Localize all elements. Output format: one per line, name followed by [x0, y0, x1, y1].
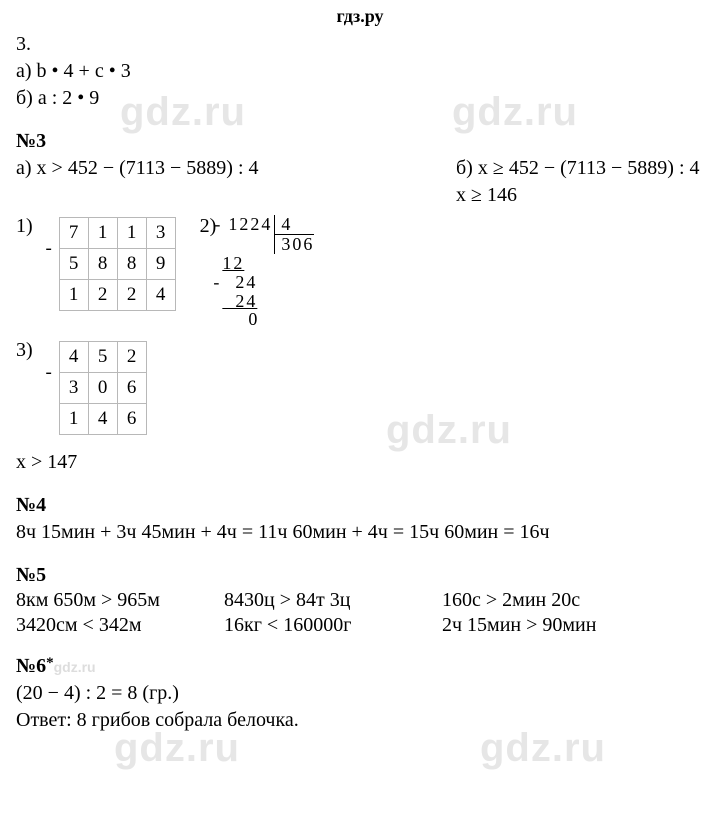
ld-line: 12	[222, 254, 314, 273]
intro-a: а) b • 4 + c • 3	[16, 58, 704, 85]
cell: 2	[117, 342, 146, 373]
subtraction-table-1: - 7 1 1 3 5 8 8 9 1 2	[39, 217, 176, 311]
cell: 3	[146, 218, 175, 249]
ld-line: - 24	[222, 273, 314, 292]
task4-line: 8ч 15мин + 3ч 45мин + 4ч = 11ч 60мин + 4…	[16, 519, 704, 546]
cell: 2	[117, 280, 146, 311]
cmp-cell: 3420см < 342м	[16, 614, 206, 637]
task5-title: №5	[16, 564, 704, 587]
cell: 3	[59, 373, 88, 404]
task6-title: №6*gdz.ru	[16, 655, 704, 678]
task3-b-res: x ≥ 146	[456, 182, 700, 209]
long-division: - 1224 4 306 12 - 24 24 0	[222, 215, 314, 329]
task6-line1: (20 − 4) : 2 = 8 (гр.)	[16, 680, 704, 707]
cell: 2	[88, 280, 117, 311]
cmp-cell: 8430ц > 84т 3ц	[224, 589, 424, 612]
cell: 8	[117, 249, 146, 280]
task3-label3: 3)	[16, 339, 33, 362]
intro-b: б) a : 2 • 9	[16, 85, 704, 112]
cell: 1	[88, 218, 117, 249]
cell: 6	[117, 404, 146, 435]
ld-divisor: 4	[275, 215, 314, 234]
cell: 4	[146, 280, 175, 311]
task3-calc3: 3) - 4 5 2 3 0 6 1 4 6	[16, 339, 704, 435]
cell: 1	[117, 218, 146, 249]
page-title: гдз.ру	[0, 0, 720, 31]
task3-a-expr: а) x > 452 − (7113 − 5889) : 4	[16, 155, 416, 182]
cell: 5	[88, 342, 117, 373]
cell: 4	[59, 342, 88, 373]
small-watermark: gdz.ru	[54, 659, 96, 675]
cell: 6	[117, 373, 146, 404]
task6-star: *	[46, 655, 54, 671]
cell: 8	[88, 249, 117, 280]
task3-calc2: 2) - 1224 4 306 12 - 24 24	[200, 215, 315, 329]
cmp-cell: 8км 650м > 965м	[16, 589, 206, 612]
ld-line: 0	[222, 310, 314, 329]
task5-grid: 8км 650м > 965м 8430ц > 84т 3ц 160с > 2м…	[16, 589, 704, 637]
minus-sign: -	[39, 218, 60, 280]
minus-sign: -	[39, 342, 60, 404]
ld-quotient: 306	[275, 234, 314, 254]
task3-calc1: 1) - 7 1 1 3 5 8 8 9	[16, 215, 176, 311]
intro-num: 3.	[16, 31, 704, 58]
cell: 7	[59, 218, 88, 249]
task6-line2: Ответ: 8 грибов собрала белочка.	[16, 707, 704, 734]
task3-b-expr: б) x ≥ 452 − (7113 − 5889) : 4	[456, 155, 700, 182]
cell: 1	[59, 280, 88, 311]
task3-final: x > 147	[16, 449, 704, 476]
cmp-cell: 160с > 2мин 20с	[442, 589, 642, 612]
task3-label1: 1)	[16, 215, 33, 238]
cell: 5	[59, 249, 88, 280]
minus-sign: -	[214, 215, 220, 254]
cell: 4	[88, 404, 117, 435]
cell: 9	[146, 249, 175, 280]
task4-title: №4	[16, 494, 704, 517]
ld-line: 24	[222, 292, 314, 311]
cmp-cell: 16кг < 160000г	[224, 614, 424, 637]
cell: 1	[59, 404, 88, 435]
task3-title: №3	[16, 130, 704, 153]
subtraction-table-3: - 4 5 2 3 0 6 1 4 6	[39, 341, 147, 435]
cmp-cell: 2ч 15мин > 90мин	[442, 614, 642, 637]
ld-dividend: 1224	[228, 215, 275, 254]
cell: 0	[88, 373, 117, 404]
